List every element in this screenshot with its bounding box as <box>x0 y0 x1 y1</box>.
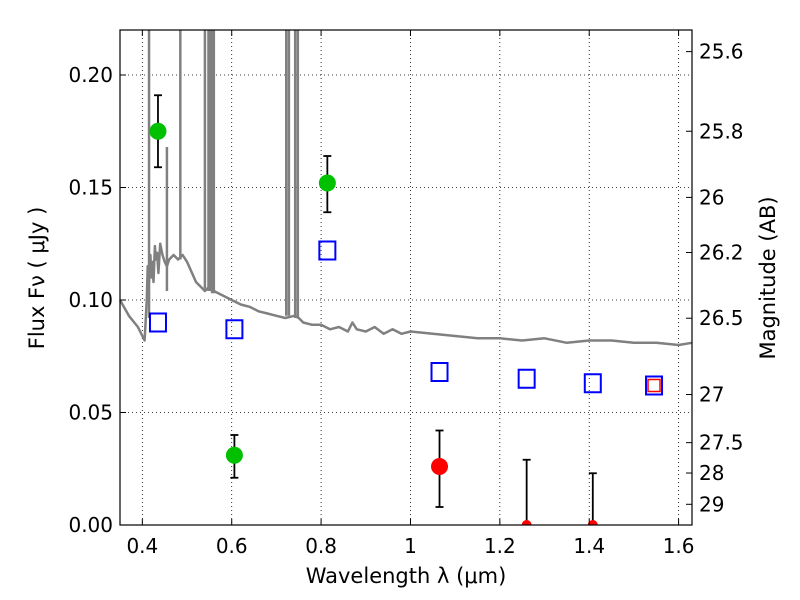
x-tick-label: 0.6 <box>216 534 248 558</box>
model-photometry-point <box>583 373 602 394</box>
x-tick-label: 0.4 <box>126 534 158 558</box>
right-tick-label: 26.2 <box>699 241 744 265</box>
y-tick-label: 0.20 <box>68 63 113 87</box>
right-tick-labels: 25.6 25.8 26 26.2 26.5 27 27.5 28 29 <box>699 40 744 517</box>
model-photometry-point <box>645 375 664 396</box>
y-tick-labels: 0.00 0.05 0.10 0.15 0.20 <box>68 63 113 537</box>
highlighted-band-point <box>647 378 661 393</box>
model-sed-line <box>118 242 693 347</box>
observed-point-at-zero <box>521 520 532 525</box>
grid-lines <box>120 30 692 525</box>
x-tick-label: 1 <box>404 534 417 558</box>
right-tick-label: 27 <box>699 383 724 407</box>
model-photometry-point <box>148 312 167 333</box>
y-tick-label: 0.00 <box>68 513 113 537</box>
error-bars <box>153 94 597 525</box>
x-tick-label: 1.6 <box>663 534 695 558</box>
observed-point-at-zero <box>587 520 598 525</box>
data-markers <box>148 122 664 525</box>
x-axis-label: Wavelength λ (μm) <box>306 564 507 588</box>
right-tick-label: 25.6 <box>699 40 744 64</box>
observed-point <box>318 174 336 192</box>
x-tick-label: 0.8 <box>305 534 337 558</box>
y-axis-label: Flux Fν ( μJy ) <box>25 207 49 350</box>
observed-point <box>431 458 449 475</box>
axis-ticks <box>120 30 692 526</box>
right-tick-label: 28 <box>699 461 724 485</box>
x-tick-label: 1.4 <box>573 534 605 558</box>
model-photometry-point <box>318 240 337 261</box>
right-axis-label: Magnitude (AB) <box>756 196 780 359</box>
model-photometry-point <box>517 368 536 389</box>
right-tick-label: 26.5 <box>699 306 744 330</box>
y-tick-label: 0.10 <box>68 288 113 312</box>
right-tick-label: 29 <box>699 492 724 516</box>
y-tick-label: 0.05 <box>68 401 113 425</box>
model-photometry-point <box>430 362 449 382</box>
plot-frame <box>119 29 693 526</box>
x-tick-label: 1.2 <box>484 534 516 558</box>
model-sed <box>118 30 693 347</box>
right-tick-label: 25.8 <box>699 119 744 143</box>
x-tick-labels: 0.4 0.6 0.8 1 1.2 1.4 1.6 <box>126 534 694 558</box>
right-tick-label: 27.5 <box>699 431 744 455</box>
model-photometry-point <box>225 319 244 340</box>
observed-point <box>225 446 243 464</box>
observed-point <box>149 122 167 140</box>
right-tick-label: 26 <box>699 185 724 209</box>
y-tick-label: 0.15 <box>68 176 113 200</box>
